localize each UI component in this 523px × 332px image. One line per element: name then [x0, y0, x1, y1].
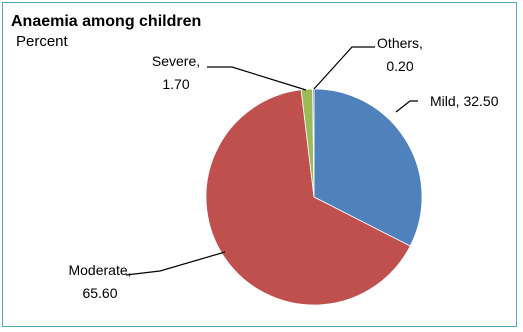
chart-subtitle: Percent: [16, 33, 68, 50]
pie-slice-moderate: [205, 89, 411, 306]
leader-line-moderate: [125, 251, 226, 276]
leader-line-others: [313, 46, 375, 90]
leader-line-mild: [395, 100, 418, 113]
data-label-mild: Mild, 32.50: [430, 93, 499, 109]
data-label-severe: Severe, 1.70: [152, 53, 200, 92]
pie-slice-others: [312, 88, 315, 198]
data-label-moderate: Moderate, 65.60: [68, 262, 131, 301]
pie-slice-mild: [313, 88, 423, 247]
leader-line-severe: [207, 66, 307, 91]
chart-title: Anaemia among children: [11, 13, 202, 30]
data-label-others: Others, 0.20: [377, 35, 423, 74]
